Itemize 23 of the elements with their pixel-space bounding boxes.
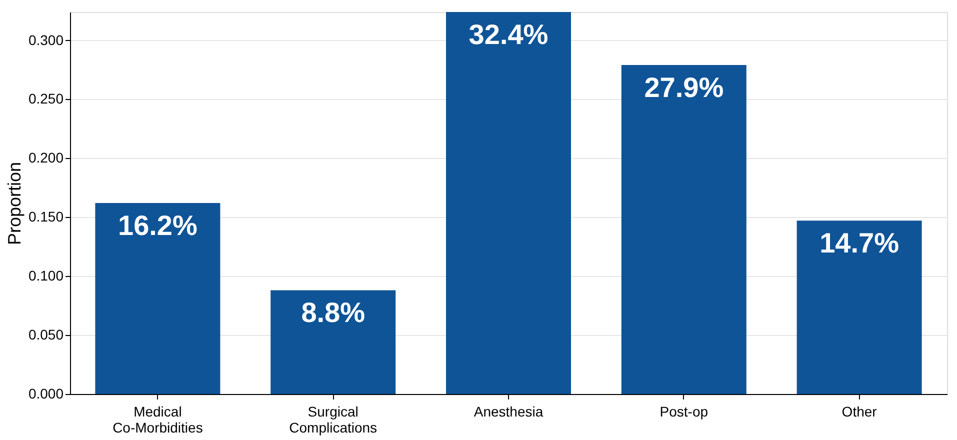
x-tick-label: Other [842,404,878,420]
x-tick-label: Surgical Complications [289,404,378,436]
data-label: 16.2% [118,210,198,241]
bar [446,12,571,394]
y-tick-label: 0.150 [28,208,64,225]
bar [95,203,220,394]
y-tick-label: 0.100 [28,268,64,284]
x-tick-label: Anesthesia [474,404,544,420]
bar [270,290,396,394]
data-label: 32.4% [468,19,548,50]
y-tick-label: 0.300 [28,32,64,48]
x-tick-label: Post-op [660,404,708,420]
bar [621,65,746,394]
y-tick-label: 0.200 [28,150,64,166]
y-tick-label: 0.050 [28,326,64,343]
data-label: 8.8% [301,297,366,328]
data-label: 14.7% [820,228,900,259]
data-label: 27.9% [644,72,724,104]
y-tick-label: 0.000 [28,386,64,402]
y-tick-label: 0.250 [28,90,64,107]
x-tick-label: Medical Co-Morbidities [112,404,203,436]
bar [796,220,922,394]
y-axis-title: Proportion [4,162,24,246]
